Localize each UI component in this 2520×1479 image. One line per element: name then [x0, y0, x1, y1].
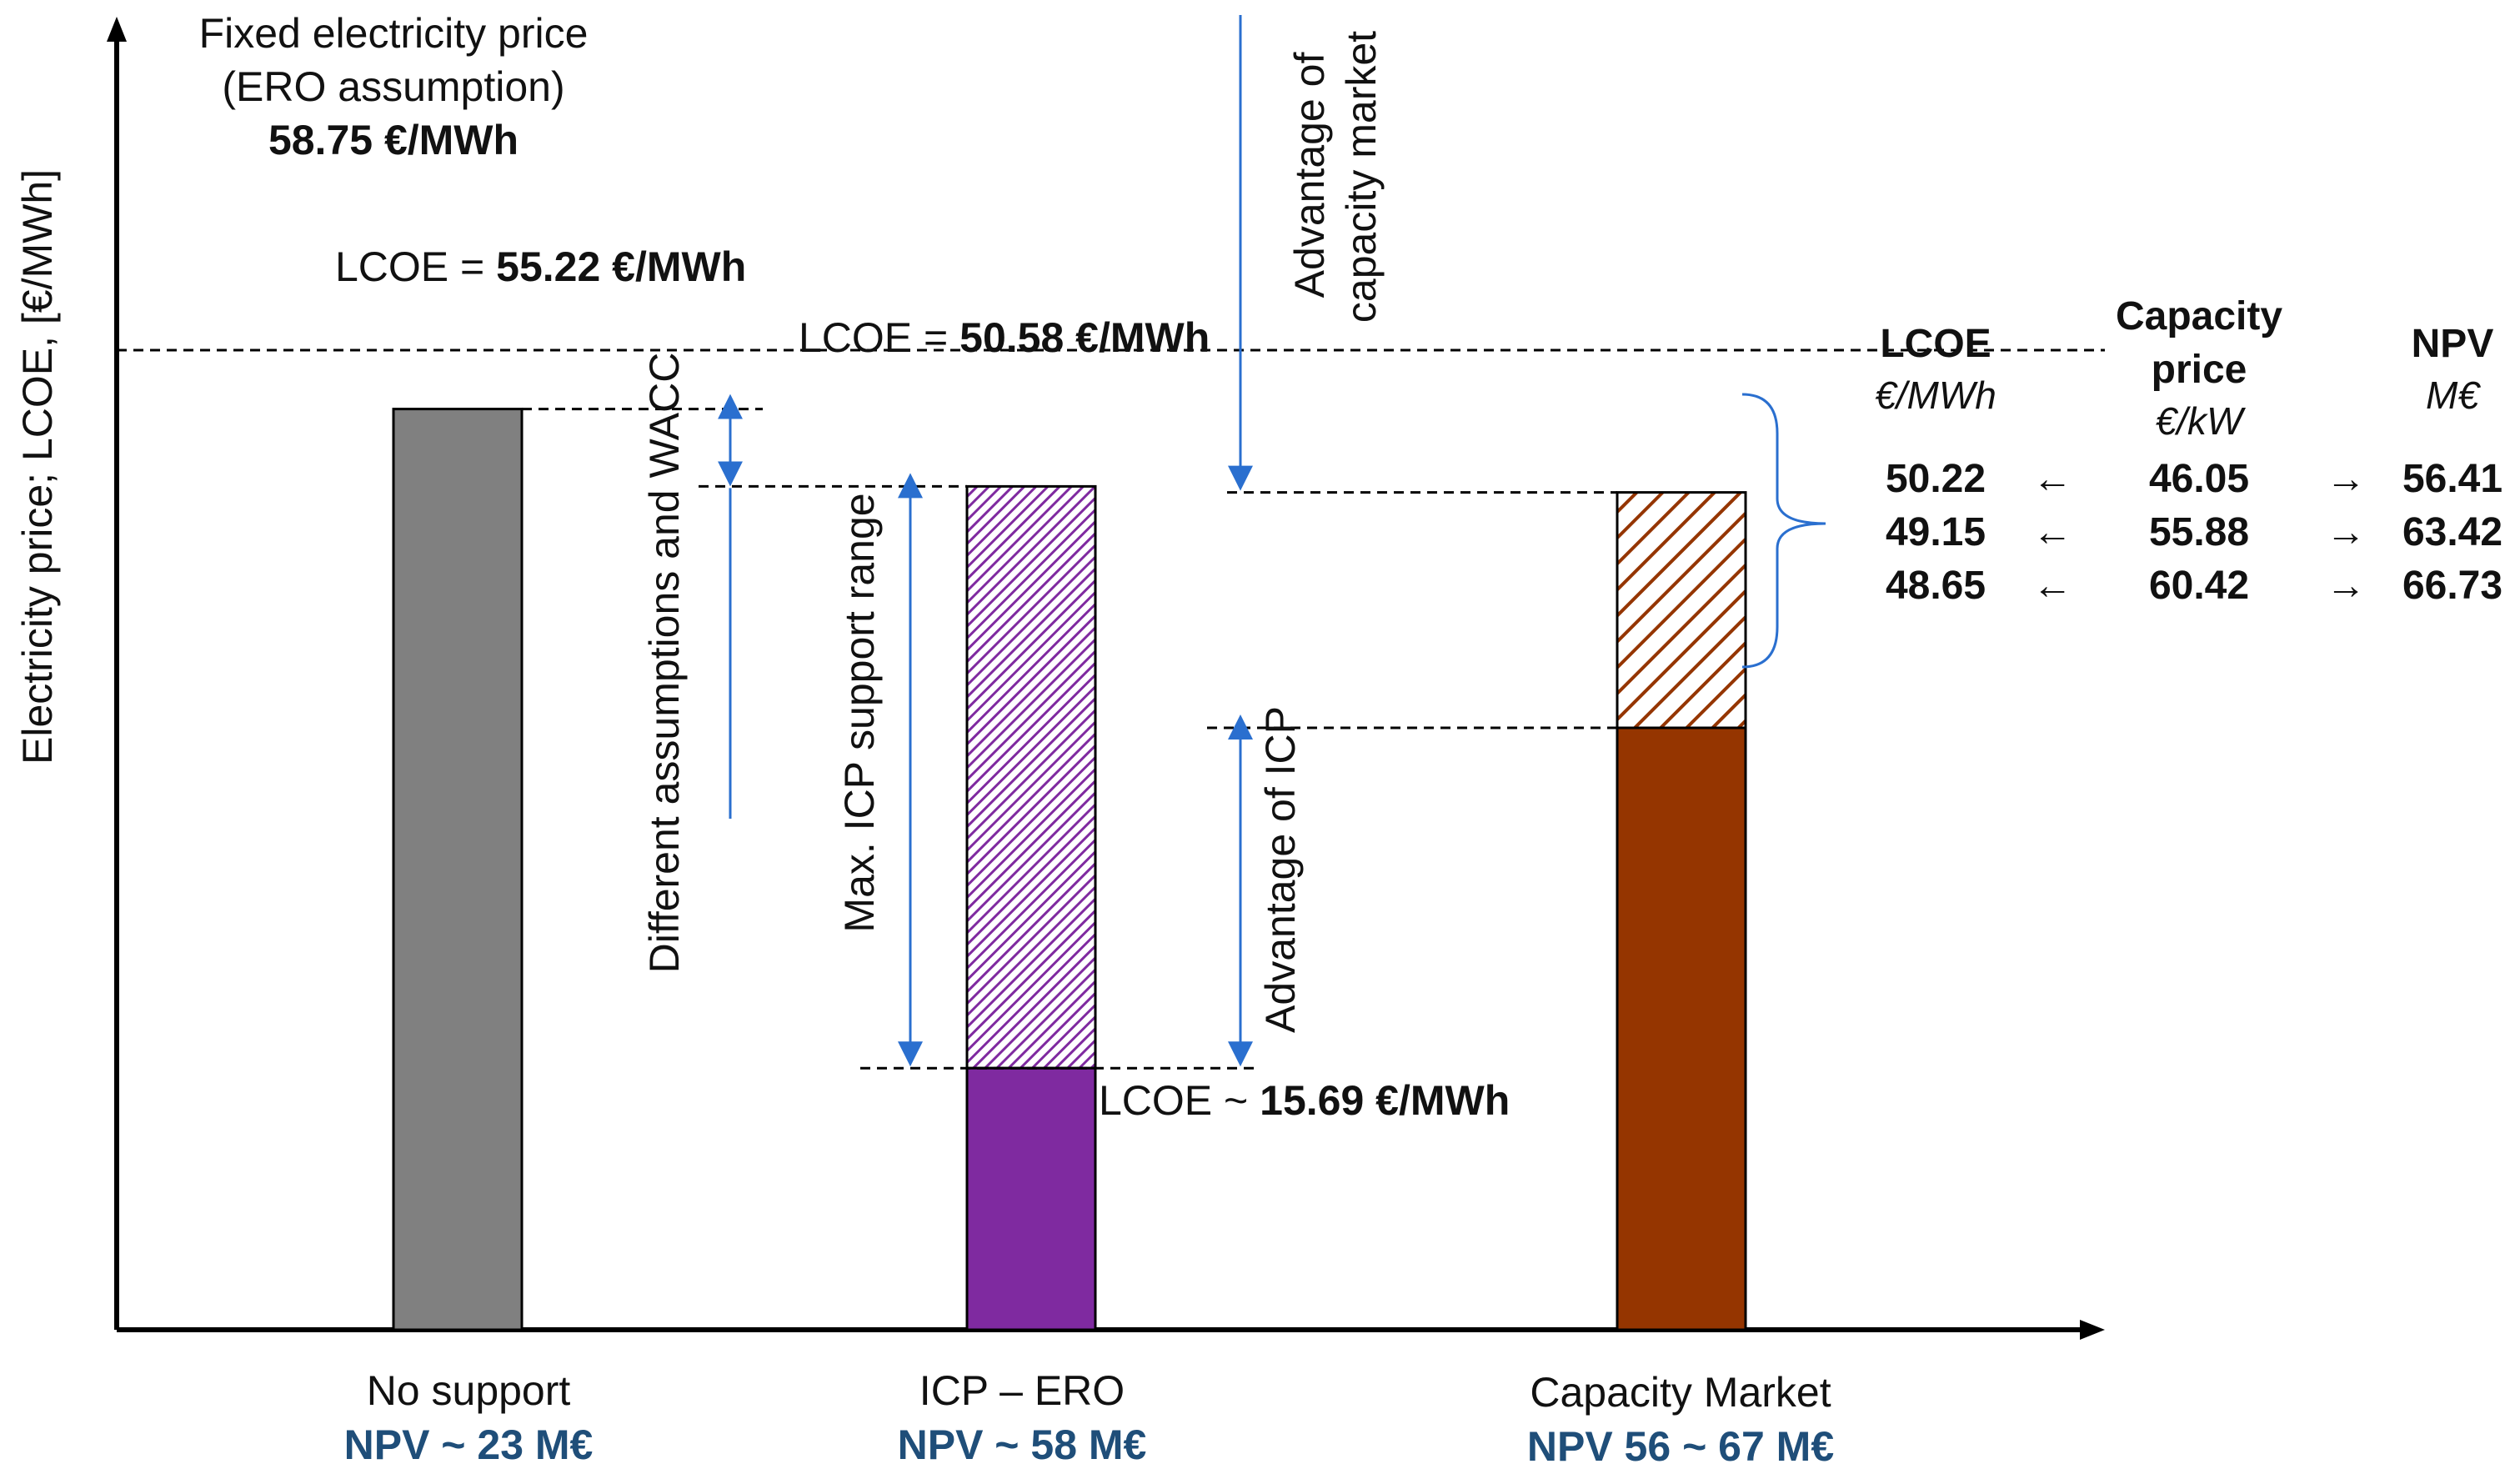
npv-label-no-support: NPV ~ 23 M€	[344, 1421, 594, 1468]
table-cell-npv: 63.42	[2402, 510, 2502, 554]
table-header-lcoe: LCOE	[1880, 322, 1991, 366]
table-header-capacity-2: price	[2152, 348, 2247, 392]
arrow-right-icon: →	[2326, 510, 2366, 554]
lcoe-low-value: 15.69 €/MWh	[1260, 1077, 1510, 1124]
table-cell-capacity-price: 55.88	[2149, 510, 2249, 554]
lcoe-no-support-prefix: LCOE =	[335, 243, 496, 290]
category-label-icp-ero: ICP – ERO	[919, 1367, 1125, 1414]
lcoe-low-prefix: LCOE ~	[1099, 1077, 1260, 1124]
arrow-right-icon: →	[2326, 457, 2366, 501]
lcoe-icp-prefix: LCOE =	[799, 314, 959, 361]
table-header-capacity-1: Capacity	[2116, 294, 2282, 338]
advantage-capacity-label-2: capacity market	[1338, 31, 1385, 323]
arrow-left-icon: ←	[2032, 457, 2072, 501]
lcoe-icp-label: LCOE = 50.58 €/MWh	[799, 314, 1210, 361]
npv-label-capacity-market: NPV 56 ~ 67 M€	[1527, 1423, 1834, 1470]
different-assumptions-label: Different assumptions and WACC	[641, 353, 688, 974]
advantage-icp-label: Advantage of ICP	[1257, 706, 1304, 1033]
curly-brace	[1741, 393, 1826, 669]
fixed-price-value: 58.75 €/MWh	[268, 117, 519, 163]
category-label-no-support: No support	[367, 1367, 571, 1414]
bar-icp-solid	[965, 1066, 1097, 1331]
lcoe-icp-value: 50.58 €/MWh	[959, 314, 1210, 361]
advantage-capacity-label-1: Advantage of	[1286, 53, 1333, 298]
fixed-price-title: Fixed electricity price	[199, 10, 589, 57]
table-cell-capacity-price: 60.42	[2149, 564, 2249, 608]
fixed-price-subtitle: (ERO assumption)	[222, 63, 564, 110]
lcoe-low-label: LCOE ~ 15.69 €/MWh	[1099, 1077, 1510, 1124]
table-cell-lcoe: 50.22	[1886, 457, 1986, 501]
table-unit-lcoe: €/MWh	[1875, 374, 1996, 417]
max-icp-range-label: Max. ICP support range	[836, 493, 883, 932]
table-header-npv: NPV	[2412, 322, 2494, 366]
table-cell-capacity-price: 46.05	[2149, 457, 2249, 501]
table-cell-npv: 66.73	[2402, 564, 2502, 608]
table-unit-capacity: €/kW	[2156, 399, 2247, 443]
arrow-left-icon: ←	[2032, 510, 2072, 554]
table-rows: 50.22 ← 46.05 → 56.41 49.15 ← 55.88 → 63.42 48.65 ←…	[1886, 457, 2502, 608]
category-label-capacity-market: Capacity Market	[1530, 1369, 1831, 1416]
table-cell-lcoe: 49.15	[1886, 510, 1986, 554]
table-cell-npv: 56.41	[2402, 457, 2502, 501]
sensitivity-table: LCOE €/MWh Capacity price €/kW NPV M€ 50…	[1875, 294, 2502, 608]
arrow-left-icon: ←	[2032, 564, 2072, 608]
y-axis-arrowhead	[107, 17, 127, 42]
arrow-right-icon: →	[2326, 564, 2366, 608]
x-axis-arrowhead	[2080, 1320, 2105, 1340]
lcoe-no-support-value: 55.22 €/MWh	[496, 243, 746, 290]
y-axis-label: Electricity price; LCOE, [€/MWh]	[14, 169, 61, 765]
bar-no-support	[392, 408, 524, 1331]
bar-icp-hatched	[965, 484, 1097, 1070]
bar-capacity-solid	[1616, 726, 1747, 1331]
table-unit-npv: M€	[2426, 374, 2481, 417]
lcoe-no-support-label: LCOE = 55.22 €/MWh	[335, 243, 746, 290]
npv-label-icp-ero: NPV ~ 58 M€	[898, 1421, 1147, 1468]
bar-capacity-hatched	[1616, 491, 1747, 729]
table-cell-lcoe: 48.65	[1886, 564, 1986, 608]
